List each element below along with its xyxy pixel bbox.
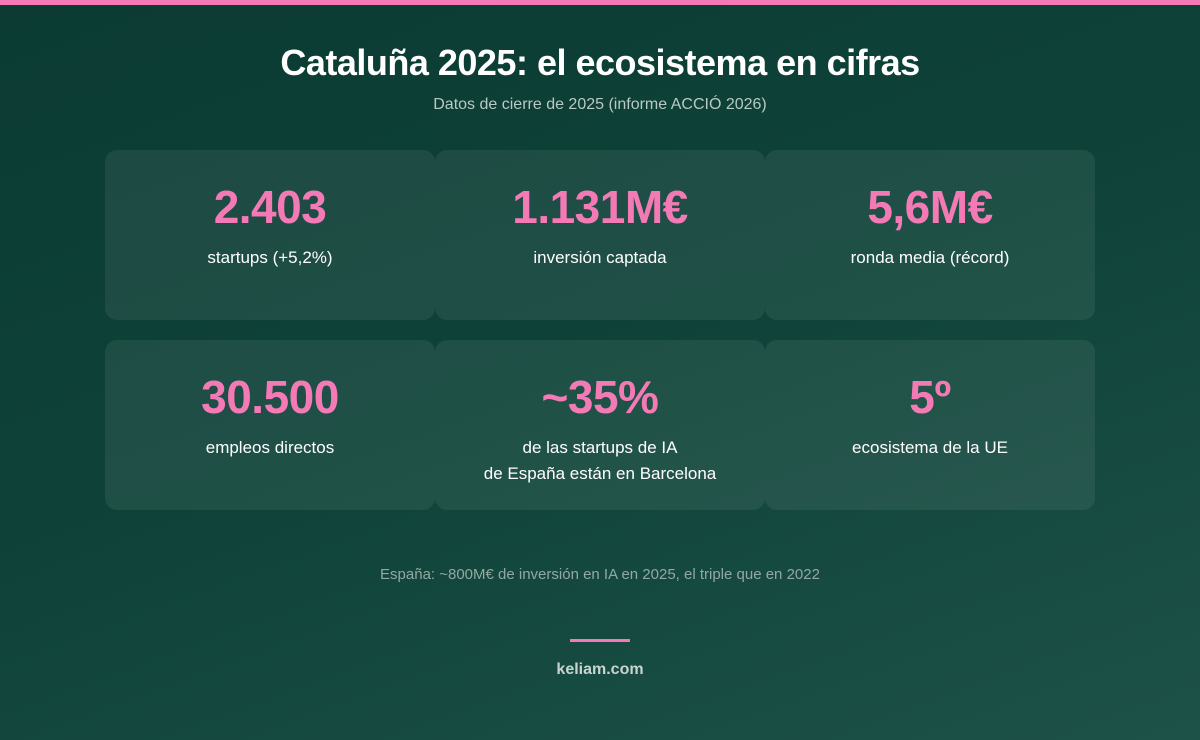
divider: [570, 639, 630, 642]
stat-label: ecosistema de la UE: [852, 438, 1008, 457]
footnote: España: ~800M€ de inversión en IA en 202…: [380, 566, 820, 583]
stat-value: ~35%: [541, 371, 659, 423]
stat-value: 5º: [909, 371, 951, 423]
stat-value: 1.131M€: [512, 181, 688, 233]
stat-value: 5,6M€: [867, 181, 993, 233]
stat-label: startups (+5,2%): [207, 248, 333, 267]
stat-label: de las startups de IA de España están en…: [483, 438, 717, 483]
page-title: Cataluña 2025: el ecosistema en cifras: [280, 42, 920, 83]
brand-name: keliam.com: [556, 661, 644, 678]
top-accent-bar: [0, 0, 1200, 5]
stat-card-jobs: 30.500 empleos directos: [105, 340, 435, 510]
stat-label: inversión captada: [533, 248, 667, 267]
stat-card-eu-rank: 5º ecosistema de la UE: [765, 340, 1095, 510]
stat-value: 2.403: [213, 181, 327, 233]
stat-label: ronda media (récord): [850, 248, 1010, 267]
stat-card-startups: 2.403 startups (+5,2%): [105, 150, 435, 320]
stat-card-average-round: 5,6M€ ronda media (récord): [765, 150, 1095, 320]
stat-card-investment: 1.131M€ inversión captada: [435, 150, 765, 320]
stat-card-ai-share: ~35% de las startups de IA de España est…: [435, 340, 765, 510]
stat-label: empleos directos: [205, 438, 335, 457]
stat-value: 30.500: [201, 371, 339, 423]
page-subtitle: Datos de cierre de 2025 (informe ACCIÓ 2…: [433, 96, 767, 113]
